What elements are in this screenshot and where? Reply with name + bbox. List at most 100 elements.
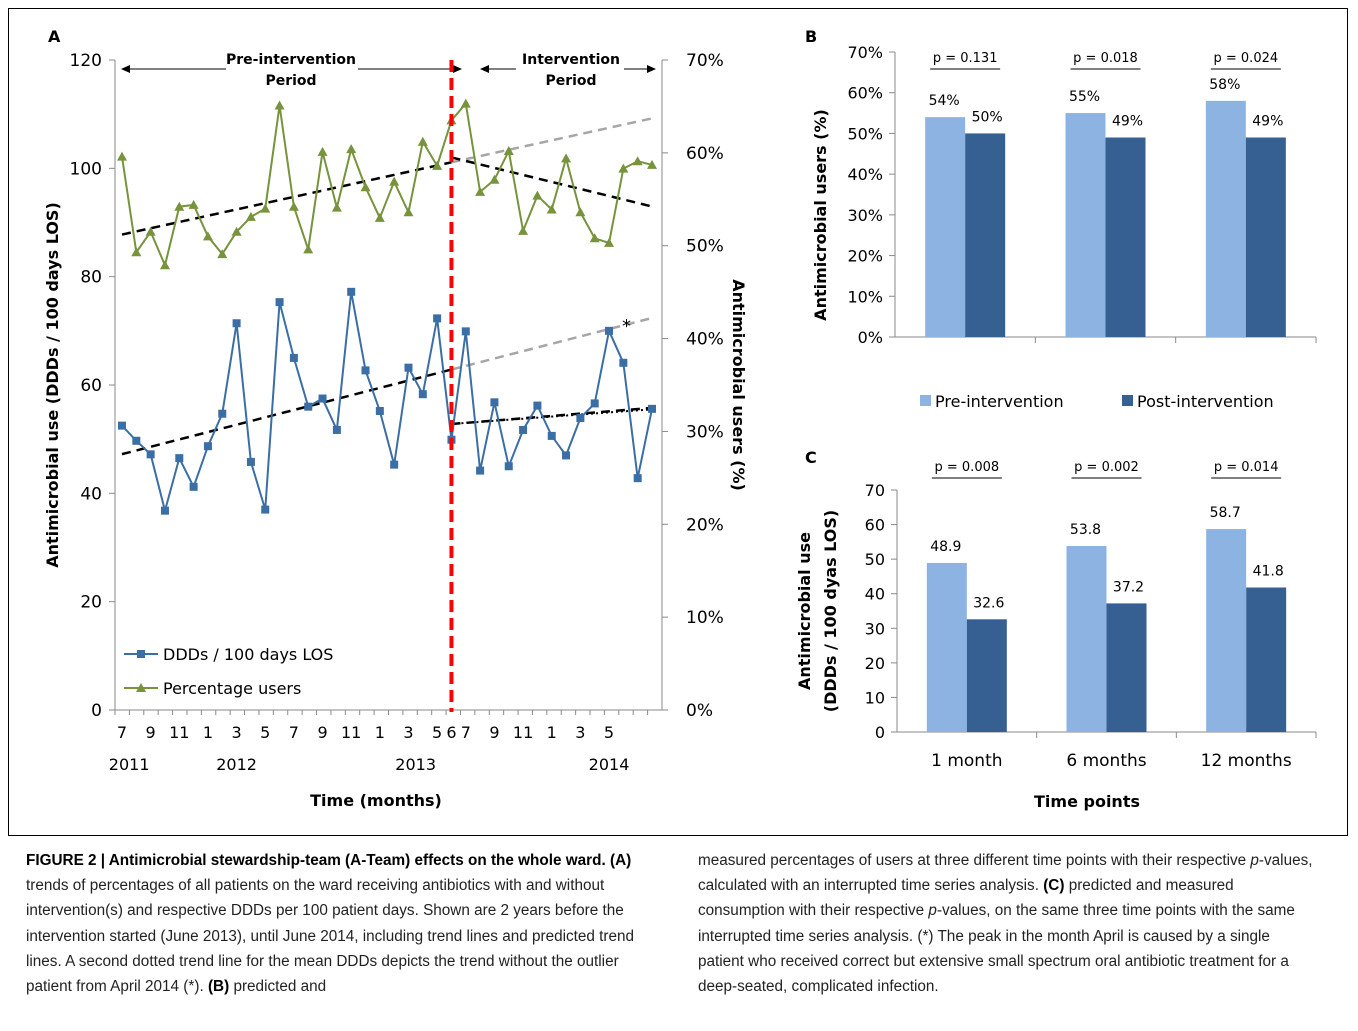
- panel-c-y-axis-title-2: (DDDs / 100 dyas LOS): [821, 510, 840, 712]
- users-point: [475, 186, 486, 196]
- ddd-point: [533, 401, 542, 410]
- caption-b-text-1: measured percentages of users at three d…: [698, 852, 1251, 869]
- y-tick-label: 10%: [847, 287, 883, 306]
- caption-b-text-2: -values, calculated with an interrupted …: [698, 852, 1313, 895]
- panel-c-bar-chart: C 0 10 20 30 40 50 60 70 48.9 32.6 p = 0.008 1 mon…: [795, 448, 1317, 811]
- ddd-point: [332, 425, 341, 434]
- month-tick-label: 11: [513, 723, 533, 742]
- y-tick-label: 20%: [847, 247, 883, 266]
- ddd-point: [504, 462, 513, 471]
- predicted-trend-line: [451, 117, 653, 164]
- y-tick-label: 60: [865, 516, 885, 535]
- users-point: [374, 212, 385, 222]
- caption-b-start: predicted and: [229, 978, 327, 996]
- caption-right-column: measured percentages of users at three d…: [698, 848, 1320, 999]
- users-point: [346, 144, 357, 154]
- users-point: [260, 203, 271, 213]
- ddd-point: [519, 425, 528, 434]
- users-point: [131, 247, 142, 257]
- bar-legend: Pre-intervention Post-intervention: [920, 392, 1274, 411]
- bar-value-label: 37.2: [1113, 579, 1144, 595]
- users-point: [503, 146, 514, 155]
- legend-post-swatch: [1122, 395, 1133, 406]
- left-tick-label: 20: [80, 593, 102, 613]
- caption-c-text-1: predicted and measured consumption with …: [698, 877, 1234, 920]
- bar-value-label: 54%: [929, 93, 960, 109]
- caption-a-text: trends of percentages of all patients on…: [26, 877, 635, 996]
- y-tick-label: 60%: [847, 84, 883, 103]
- bar-value-label: 58.7: [1210, 505, 1241, 521]
- ddd-point: [361, 366, 370, 375]
- users-point: [403, 207, 414, 217]
- ddd-point: [633, 474, 642, 483]
- ddd-point: [490, 398, 499, 407]
- bar-value-label: 32.6: [973, 595, 1004, 611]
- ddd-point: [433, 314, 442, 323]
- panel-a-year-labels: 2011 2012 2013 2014: [109, 755, 630, 774]
- panel-a-left-axis-title: Antimicrobial use (DDDs / 100 days LOS): [43, 202, 62, 568]
- ddd-point: [289, 353, 298, 362]
- ddd-point: [118, 421, 126, 430]
- int-period-label-1: Intervention: [522, 52, 620, 68]
- month-tick-label: 7: [289, 723, 299, 742]
- pre-intervention-bar: [926, 562, 967, 732]
- panel-a-month-ticks: 7 9 11 1 3 5 7 9 11 1 3 5 6 7 9 11 1 3 5: [114, 710, 649, 742]
- month-tick-label: 11: [169, 723, 189, 742]
- ddd-point: [590, 399, 599, 408]
- users-point: [188, 199, 199, 209]
- left-tick-label: 100: [70, 159, 102, 179]
- users-point: [202, 231, 213, 241]
- outlier-excluded-trend-line: [451, 408, 653, 425]
- month-tick-label: 9: [317, 723, 327, 742]
- month-tick-label: 9: [146, 723, 156, 742]
- right-tick-label: 20%: [686, 515, 724, 535]
- month-tick-label: 7: [117, 723, 127, 742]
- category-label: 1 month: [931, 751, 1002, 771]
- panel-b-letter: B: [805, 27, 817, 46]
- y-tick-label: 10: [865, 688, 885, 707]
- int-period-label-2: Period: [545, 73, 596, 89]
- ddd-point: [648, 404, 656, 413]
- p-value-label: p = 0.008: [935, 460, 1000, 475]
- legend-ddd-label: DDDs / 100 days LOS: [163, 645, 333, 664]
- ddd-point: [160, 506, 169, 515]
- users-point: [432, 160, 443, 170]
- p-value-label: p = 0.024: [1214, 51, 1279, 66]
- ddd-point: [390, 460, 399, 469]
- users-point: [417, 136, 428, 146]
- bar-value-label: 50%: [972, 109, 1003, 125]
- pre-intervention-bar: [1205, 100, 1246, 337]
- panel-b-bar-chart: B 0% 10% 20% 30% 40% 50% 60% 70% 54% 50% p = 0.13…: [805, 27, 1317, 411]
- left-tick-label: 40: [80, 484, 102, 504]
- caption-p-italic-2: p: [928, 902, 937, 920]
- y-tick-label: 40: [865, 585, 885, 604]
- ddd-point: [476, 466, 485, 475]
- pre-intervention-bar: [1065, 113, 1106, 337]
- ddd-point: [261, 505, 270, 514]
- pre-arrowhead-right: [453, 65, 462, 73]
- panel-c-x-axis-title: Time points: [1034, 792, 1140, 811]
- category-label: 6 months: [1066, 751, 1146, 771]
- year-label: 2011: [109, 755, 150, 774]
- ddd-point: [175, 454, 184, 463]
- users-series-line: [121, 101, 653, 269]
- legend-ddd-marker: [137, 650, 145, 658]
- pre-period-label-2: Period: [265, 73, 316, 89]
- right-tick-label: 70%: [686, 51, 724, 71]
- pre-arrowhead-left: [121, 65, 130, 73]
- ddd-point: [461, 327, 470, 336]
- y-tick-label: 20: [865, 654, 885, 673]
- panel-a-legend: DDDs / 100 days LOS Percentage users: [124, 645, 333, 698]
- y-tick-label: 70: [865, 481, 885, 500]
- ddd-point: [375, 407, 384, 415]
- month-tick-label: 5: [260, 723, 270, 742]
- panel-a-x-axis-title: Time (months): [310, 791, 442, 810]
- panel-c-bars: 48.9 32.6 p = 0.008 1 month 53.8 37.2 p = 0.00…: [926, 460, 1292, 771]
- y-tick-label: 0%: [858, 328, 883, 347]
- ddd-point: [275, 298, 284, 307]
- panel-a-right-ticks: 0% 10% 20% 30% 40% 50% 60% 70%: [662, 51, 724, 721]
- pre-intervention-bar: [925, 117, 966, 338]
- ddd-point: [605, 326, 614, 335]
- post-intervention-bar: [1105, 137, 1146, 337]
- users-point: [217, 249, 228, 259]
